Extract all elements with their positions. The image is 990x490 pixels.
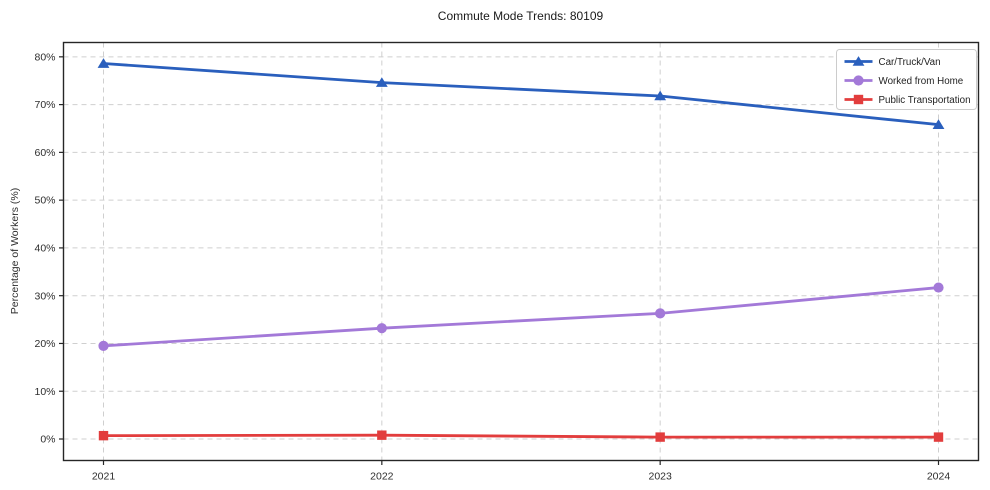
series-line xyxy=(102,286,940,348)
x-tick-label: 2024 xyxy=(927,471,951,483)
data-point-marker xyxy=(852,56,865,66)
axes: 0% 10% 20% 30% 40% 50% 60% 70% 80% 2021 2022 2023 20… xyxy=(34,51,950,482)
data-point-marker xyxy=(853,94,864,105)
y-tick-label: 60% xyxy=(34,147,55,159)
y-tick-label: 20% xyxy=(34,338,55,350)
y-tick-label: 0% xyxy=(40,434,55,446)
series-line xyxy=(102,433,940,439)
data-point-marker xyxy=(933,282,944,293)
data-point-marker xyxy=(655,308,666,319)
chart-title: Commute Mode Trends: 80109 xyxy=(437,9,604,23)
legend-box xyxy=(836,49,977,110)
x-tick-label: 2021 xyxy=(92,471,116,483)
y-tick-label: 30% xyxy=(34,290,55,302)
data-point-marker xyxy=(98,340,109,351)
y-tick-label: 80% xyxy=(34,51,55,63)
gridlines xyxy=(63,42,979,461)
plot-border xyxy=(62,41,980,462)
data-point-marker xyxy=(933,432,944,442)
series-line xyxy=(102,62,940,127)
series-car-truck-van xyxy=(97,58,945,129)
legend-entry: Car/Truck/Van xyxy=(844,56,941,68)
series-public-transportation xyxy=(98,430,944,442)
legend: Car/Truck/Van Worked from Home Public Tran… xyxy=(836,49,977,110)
data-point-marker xyxy=(377,430,387,440)
data-point-marker xyxy=(654,90,667,101)
legend-entry: Public Transportation xyxy=(844,94,971,106)
data-point-marker xyxy=(655,432,665,442)
data-point-marker xyxy=(853,75,864,86)
legend-label: Public Transportation xyxy=(879,95,971,106)
legend-entry: Worked from Home xyxy=(844,75,964,87)
y-axis-label: Percentage of Workers (%) xyxy=(9,187,21,315)
y-tick-label: 40% xyxy=(34,243,55,255)
data-point-marker xyxy=(97,58,110,68)
series-worked-from-home xyxy=(98,282,944,351)
legend-label: Worked from Home xyxy=(879,76,964,87)
y-tick-label: 50% xyxy=(34,195,55,207)
y-tick-label: 10% xyxy=(34,386,55,398)
x-tick-label: 2023 xyxy=(648,471,672,483)
x-tick-label: 2022 xyxy=(370,471,394,483)
legend-label: Car/Truck/Van xyxy=(879,57,941,68)
data-point-marker xyxy=(376,323,387,334)
data-point-marker xyxy=(98,430,109,441)
y-tick-label: 70% xyxy=(34,99,55,111)
data-point-marker xyxy=(932,119,945,129)
data-point-marker xyxy=(375,77,388,87)
